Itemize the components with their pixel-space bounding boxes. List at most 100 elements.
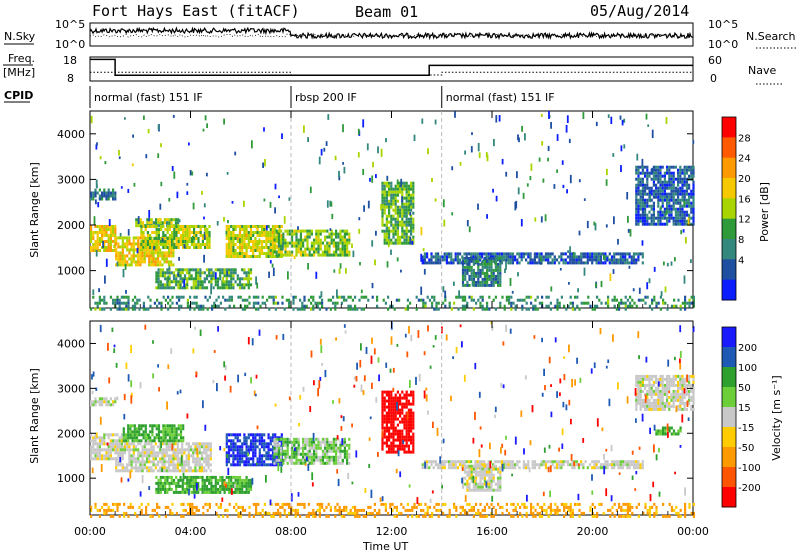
- range-gate-cell: [586, 220, 589, 229]
- range-gate-cell: [637, 252, 640, 256]
- range-gate-cell: [286, 452, 289, 456]
- range-gate-cell: [637, 255, 640, 259]
- range-gate-cell: [388, 390, 391, 394]
- range-gate-cell: [130, 463, 133, 467]
- range-gate-cell: [412, 435, 415, 439]
- range-gate-cell: [659, 207, 662, 211]
- range-gate-cell: [396, 211, 399, 215]
- range-gate-cell: [103, 295, 106, 299]
- range-gate-cell: [260, 454, 264, 458]
- range-gate-cell: [457, 295, 460, 299]
- range-gate-cell: [109, 397, 112, 401]
- range-gate-cell: [410, 435, 413, 439]
- range-gate-cell: [600, 301, 603, 305]
- range-gate-cell: [569, 258, 572, 262]
- range-gate-cell: [319, 241, 322, 245]
- range-gate-cell: [679, 222, 682, 226]
- range-gate-cell: [186, 478, 189, 482]
- range-gate-cell: [556, 307, 559, 311]
- range-gate-cell: [256, 457, 259, 461]
- range-gate-cell: [96, 301, 99, 305]
- range-gate-cell: [267, 436, 270, 440]
- range-gate-cell: [392, 229, 395, 233]
- range-gate-cell: [128, 257, 131, 261]
- range-gate-cell: [164, 487, 167, 491]
- range-gate-cell: [466, 262, 469, 266]
- range-gate-cell: [234, 433, 237, 437]
- range-gate-cell: [670, 180, 673, 184]
- range-gate-cell: [96, 234, 99, 237]
- range-gate-cell: [223, 487, 226, 491]
- range-gate-cell: [337, 461, 340, 465]
- range-gate-cell: [685, 213, 688, 217]
- range-gate-cell: [161, 263, 164, 267]
- range-gate-cell: [621, 119, 624, 126]
- power-y-label: Slant Range [km]: [28, 162, 41, 258]
- range-gate-cell: [123, 307, 126, 311]
- range-gate-cell: [664, 301, 667, 305]
- range-gate-cell: [407, 444, 410, 448]
- range-gate-cell: [490, 274, 493, 278]
- range-gate-cell: [304, 452, 307, 456]
- range-gate-cell: [98, 231, 101, 234]
- range-gate-cell: [385, 181, 388, 185]
- range-gate-cell: [166, 439, 169, 443]
- range-gate-cell: [486, 265, 489, 269]
- range-gate-cell: [335, 235, 338, 239]
- range-gate-cell: [152, 257, 155, 261]
- range-gate-cell: [286, 250, 289, 254]
- range-gate-cell: [479, 283, 482, 287]
- range-gate-cell: [401, 390, 404, 394]
- range-gate-cell: [541, 141, 544, 146]
- range-gate-cell: [282, 235, 285, 239]
- range-gate-cell: [160, 430, 163, 434]
- range-gate-cell: [681, 186, 684, 190]
- range-gate-cell: [339, 443, 342, 447]
- range-gate-cell: [388, 408, 391, 412]
- range-gate-cell: [182, 439, 185, 443]
- range-gate-cell: [646, 174, 649, 178]
- range-gate-cell: [181, 268, 184, 272]
- range-gate-cell: [171, 436, 174, 440]
- range-gate-cell: [269, 448, 272, 452]
- range-gate-cell: [335, 461, 338, 465]
- range-gate-cell: [663, 192, 666, 196]
- range-gate-cell: [284, 440, 287, 444]
- range-gate-cell: [151, 225, 154, 228]
- range-gate-cell: [199, 271, 202, 275]
- range-gate-cell: [607, 295, 610, 299]
- range-gate-cell: [213, 301, 216, 305]
- range-gate-cell: [146, 237, 149, 240]
- range-gate-cell: [203, 448, 206, 452]
- range-gate-cell: [179, 424, 183, 428]
- range-gate-cell: [161, 254, 164, 258]
- range-gate-cell: [657, 195, 660, 199]
- range-gate-cell: [481, 252, 484, 256]
- range-gate-cell: [313, 244, 316, 248]
- range-gate-cell: [403, 435, 406, 439]
- range-gate-cell: [214, 272, 217, 280]
- range-gate-cell: [326, 440, 329, 444]
- range-gate-cell: [117, 254, 120, 258]
- range-gate-cell: [148, 263, 151, 267]
- range-gate-cell: [571, 304, 574, 308]
- range-gate-cell: [578, 179, 581, 183]
- range-gate-cell: [385, 196, 388, 200]
- range-gate-cell: [637, 213, 640, 217]
- range-gate-cell: [246, 298, 249, 302]
- range-gate-cell: [337, 446, 340, 450]
- range-gate-cell: [688, 213, 691, 217]
- range-gate-cell: [201, 280, 204, 284]
- range-gate-cell: [103, 442, 106, 446]
- range-gate-cell: [277, 452, 280, 456]
- range-gate-cell: [157, 484, 160, 488]
- range-gate-cell: [310, 241, 313, 245]
- range-gate-cell: [260, 249, 264, 252]
- range-gate-cell: [396, 238, 399, 242]
- range-gate-cell: [167, 454, 171, 458]
- range-gate-cell: [134, 263, 138, 267]
- range-gate-cell: [497, 274, 500, 278]
- range-gate-cell: [337, 247, 340, 251]
- range-gate-cell: [470, 252, 473, 256]
- range-gate-cell: [115, 442, 118, 446]
